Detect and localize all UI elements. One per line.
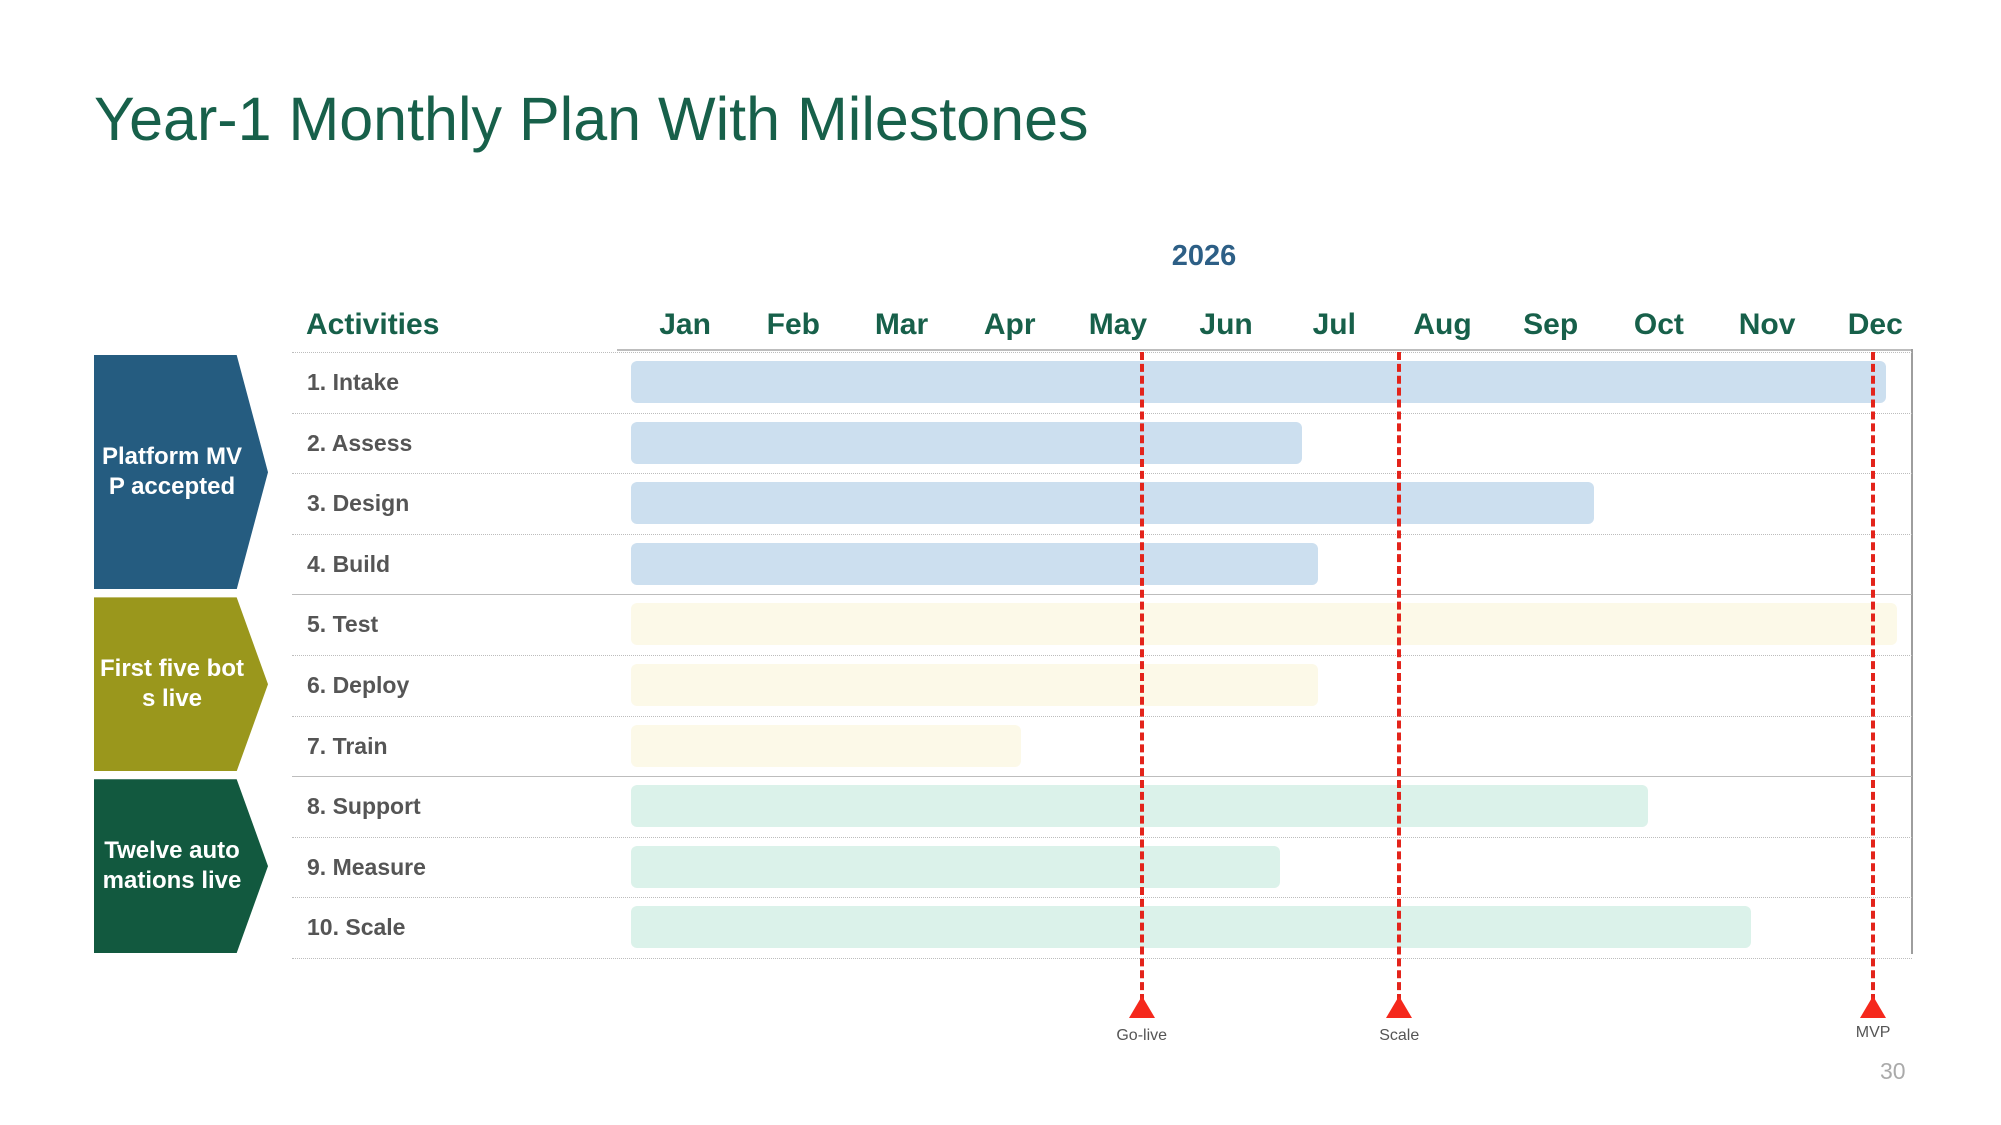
milestone-marker — [1386, 996, 1413, 1018]
row-separator — [292, 412, 1912, 414]
activity-label: 2. Assess — [307, 429, 413, 456]
activity-label: 10. Scale — [307, 914, 406, 941]
milestone-line — [1871, 352, 1876, 1002]
group-chevron: Twelve automations live — [94, 779, 268, 953]
milestone-marker — [1860, 996, 1887, 1018]
header-rule — [617, 349, 1913, 351]
activity-label: 6. Deploy — [307, 672, 410, 698]
month-label-jul: Jul — [1312, 308, 1356, 341]
year-label: 2026 — [1171, 240, 1237, 272]
activity-bar — [631, 603, 1897, 646]
milestone-line — [1397, 352, 1402, 1002]
activity-bar — [631, 361, 1887, 403]
group-label: Platform MVP accepted — [101, 443, 242, 501]
activity-bar — [631, 421, 1302, 464]
activity-bar — [631, 664, 1319, 706]
row-separator — [292, 897, 1912, 899]
activity-bar — [631, 542, 1319, 585]
month-label-feb: Feb — [766, 308, 820, 341]
month-label-sep: Sep — [1523, 308, 1579, 341]
activity-bar — [631, 724, 1021, 767]
row-separator — [292, 836, 1912, 838]
month-label-may: May — [1088, 308, 1148, 341]
activity-bar — [631, 906, 1751, 949]
activity-bar — [631, 845, 1281, 888]
month-label-aug: Aug — [1413, 308, 1472, 341]
group-separator — [292, 594, 1912, 596]
activity-label: 8. Support — [307, 793, 421, 820]
page-number: 30 — [1880, 1058, 1906, 1084]
row-separator — [292, 533, 1912, 535]
activities-header: Activities — [306, 308, 440, 341]
month-label-dec: Dec — [1847, 308, 1903, 341]
activity-label: 7. Train — [307, 732, 388, 759]
milestone-line — [1139, 352, 1144, 1002]
milestone-marker — [1128, 996, 1155, 1018]
activity-label: 3. Design — [307, 490, 410, 517]
group-label: First five bots live — [99, 655, 244, 713]
group-chevron: First five bots live — [94, 597, 268, 772]
month-label-oct: Oct — [1633, 308, 1684, 341]
month-label-nov: Nov — [1738, 308, 1796, 341]
row-separator — [292, 655, 1912, 656]
row-separator — [292, 715, 1912, 717]
page-title: Year-1 Monthly Plan With Milestones — [94, 85, 1089, 153]
milestone-label: Scale — [1379, 1027, 1420, 1044]
month-label-jun: Jun — [1199, 308, 1253, 341]
month-label-jan: Jan — [659, 308, 711, 341]
group-chevron: Platform MVP accepted — [94, 355, 268, 590]
activity-label: 4. Build — [307, 550, 391, 577]
month-label-mar: Mar — [874, 308, 929, 341]
row-separator — [292, 958, 1912, 959]
group-label: Twelve automations live — [102, 837, 242, 895]
milestone-label: MVP — [1855, 1024, 1891, 1041]
activity-label: 5. Test — [307, 611, 379, 638]
activity-bar — [631, 785, 1649, 828]
row-separator — [292, 352, 1912, 353]
month-label-apr: Apr — [983, 308, 1036, 341]
activity-bar — [631, 482, 1594, 525]
milestone-label: Go-live — [1116, 1027, 1168, 1044]
activity-label: 1. Intake — [307, 369, 400, 395]
activity-label: 9. Measure — [307, 853, 426, 880]
group-separator — [292, 776, 1912, 778]
right-rule — [1911, 349, 1913, 954]
row-separator — [292, 473, 1912, 475]
